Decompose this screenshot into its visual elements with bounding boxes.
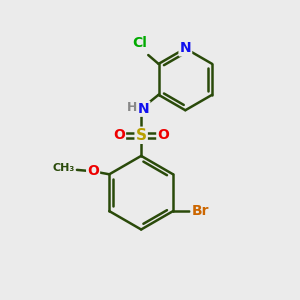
Text: S: S [136,128,147,143]
Text: Cl: Cl [132,36,147,50]
Text: Br: Br [192,204,209,218]
Text: CH₃: CH₃ [52,164,74,173]
Text: N: N [138,102,149,116]
Text: O: O [87,164,99,178]
Text: O: O [157,128,169,142]
Text: N: N [179,41,191,56]
Text: O: O [113,128,125,142]
Text: H: H [127,101,137,114]
